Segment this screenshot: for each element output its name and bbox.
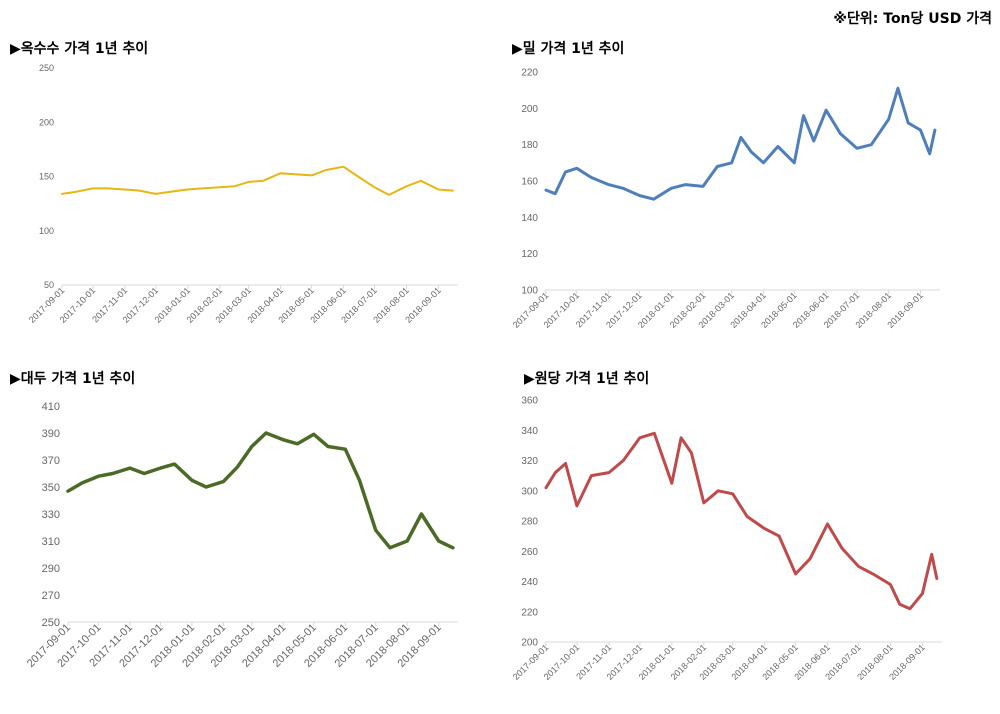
y-tick-label: 300 [521, 486, 538, 497]
y-tick-label: 320 [521, 456, 538, 467]
y-tick-label: 310 [42, 536, 60, 548]
y-tick-label: 270 [42, 590, 60, 602]
y-tick-label: 140 [521, 213, 538, 224]
chart-panel-sugar: ▶원당 가격 1년 추이 200 220 240 260 280 300 320 340 360… [500, 368, 1000, 714]
y-tick-label: 100 [521, 286, 538, 297]
unit-note: ※단위: Ton당 USD 가격 [833, 11, 992, 27]
chart-title-soybean: ▶대두 가격 1년 추이 [10, 371, 136, 387]
y-tick-label: 370 [42, 455, 60, 467]
y-tick-label: 260 [521, 547, 538, 558]
y-tick-label: 220 [521, 68, 538, 79]
y-tick-label: 340 [521, 426, 538, 437]
series-line [544, 86, 937, 201]
series-line [66, 431, 455, 550]
chart-sugar: 2002202402602803003203403602017-09-01201… [511, 396, 942, 682]
y-tick-label: 290 [42, 563, 60, 575]
y-tick-label: 350 [42, 482, 60, 494]
chart-panel-wheat: ▶밀 가격 1년 추이 100 120 140 160 180 200 220 2017-09… [500, 38, 1000, 358]
y-tick-label: 250 [42, 617, 60, 629]
y-tick-label: 280 [521, 517, 538, 528]
y-tick-label: 390 [42, 428, 60, 440]
chart-panel-corn: ▶옥수수 가격 1년 추이 50 100 150 200 250 2017-09-01 20… [0, 38, 490, 358]
y-tick-label: 150 [39, 172, 54, 182]
y-tick-label: 120 [521, 249, 538, 260]
chart-title-corn: ▶옥수수 가격 1년 추이 [10, 41, 149, 57]
series-line [61, 165, 454, 196]
chart-panel-soybean: ▶대두 가격 1년 추이 250 270 290 310 330 350 370 390 410… [0, 368, 490, 714]
chart-wheat: 1001201401601802002202017-09-012017-10-0… [511, 68, 940, 330]
y-tick-label: 220 [521, 607, 538, 618]
y-tick-label: 100 [39, 226, 54, 236]
y-tick-label: 200 [521, 104, 538, 115]
y-tick-label: 50 [44, 280, 54, 290]
chart-soybean: 2502702903103303503703904102017-09-01201… [25, 401, 458, 670]
chart-title-sugar: ▶원당 가격 1년 추이 [524, 371, 650, 387]
y-tick-label: 250 [39, 63, 54, 73]
y-tick-label: 180 [521, 140, 538, 151]
y-tick-label: 360 [521, 396, 538, 407]
y-tick-label: 410 [42, 401, 60, 413]
y-tick-label: 240 [521, 577, 538, 588]
y-tick-label: 160 [521, 177, 538, 188]
series-line [544, 431, 939, 611]
chart-corn: 501001502002502017-09-012017-10-012017-1… [27, 63, 458, 325]
y-tick-label: 200 [521, 638, 538, 649]
chart-title-wheat: ▶밀 가격 1년 추이 [512, 41, 625, 57]
y-tick-label: 330 [42, 509, 60, 521]
y-tick-label: 200 [39, 117, 54, 127]
